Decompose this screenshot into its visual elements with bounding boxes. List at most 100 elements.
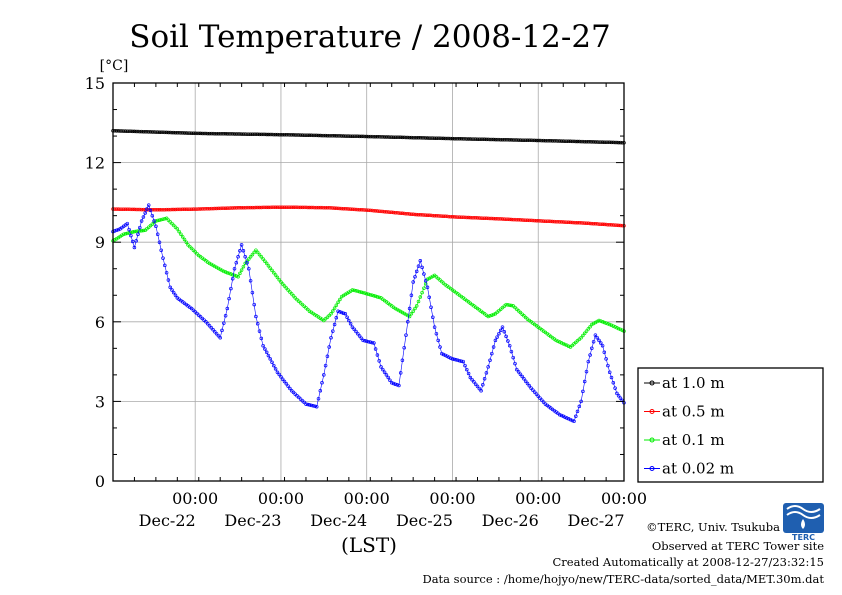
data-point xyxy=(325,205,330,210)
data-point xyxy=(195,207,199,211)
data-point xyxy=(611,324,616,328)
data-point xyxy=(607,223,612,227)
data-point xyxy=(243,255,247,259)
data-point xyxy=(193,131,197,136)
data-point xyxy=(170,207,174,212)
data-point xyxy=(486,137,490,142)
data-point xyxy=(309,205,314,210)
data-point xyxy=(155,130,160,134)
data-point xyxy=(386,135,390,139)
data-point xyxy=(259,132,264,137)
data-point xyxy=(250,132,255,136)
y-tick-label: 3 xyxy=(95,392,105,411)
data-point xyxy=(188,244,192,249)
data-point xyxy=(557,220,562,224)
data-point xyxy=(134,129,138,134)
data-point xyxy=(238,271,242,276)
data-point xyxy=(606,140,610,145)
data-point xyxy=(504,217,508,221)
data-point xyxy=(527,138,532,143)
data-point xyxy=(523,138,528,142)
data-point xyxy=(261,132,265,137)
x-tick-time: 00:00 xyxy=(429,489,475,508)
data-point xyxy=(236,132,240,136)
data-point xyxy=(432,136,437,140)
data-point xyxy=(218,267,222,272)
data-point xyxy=(479,137,483,142)
data-point xyxy=(452,136,457,141)
data-point xyxy=(397,211,401,215)
data-point xyxy=(323,363,328,368)
data-point xyxy=(229,286,233,291)
data-point xyxy=(168,285,172,290)
data-point xyxy=(234,206,239,210)
data-point xyxy=(282,132,287,137)
data-point xyxy=(132,129,137,134)
data-point xyxy=(575,220,580,225)
data-point xyxy=(579,139,583,144)
data-point xyxy=(284,205,289,209)
data-point xyxy=(529,138,533,143)
data-point xyxy=(347,318,351,323)
data-point xyxy=(204,207,208,211)
data-point xyxy=(616,394,621,398)
data-point xyxy=(255,322,260,326)
data-point xyxy=(207,261,212,266)
data-point xyxy=(220,268,224,273)
data-point xyxy=(154,224,158,229)
data-point xyxy=(286,133,290,137)
data-point xyxy=(204,131,208,136)
data-point xyxy=(163,217,167,221)
data-point xyxy=(309,133,314,138)
data-point xyxy=(359,134,364,139)
data-point xyxy=(232,266,237,271)
data-point xyxy=(307,133,312,138)
data-point xyxy=(279,132,283,137)
data-point xyxy=(129,207,133,212)
data-point xyxy=(468,375,473,380)
data-point xyxy=(431,315,435,319)
data-point xyxy=(604,321,608,325)
data-point xyxy=(356,331,360,336)
data-point xyxy=(123,129,128,133)
data-point xyxy=(484,371,489,375)
data-point xyxy=(556,339,560,343)
data-point xyxy=(175,131,180,135)
data-point xyxy=(180,235,185,239)
data-point xyxy=(373,347,378,351)
data-point xyxy=(595,335,599,340)
observed-site-text: Observed at TERC Tower site xyxy=(652,539,824,553)
data-point xyxy=(473,216,478,220)
data-point xyxy=(166,130,171,135)
data-point xyxy=(504,138,508,142)
data-point xyxy=(157,218,162,222)
data-point xyxy=(154,130,158,134)
data-point xyxy=(523,218,528,222)
data-point xyxy=(350,325,355,329)
data-point xyxy=(463,363,467,368)
data-point xyxy=(595,319,599,324)
data-point xyxy=(227,296,231,301)
data-point xyxy=(280,377,285,381)
data-point xyxy=(275,205,280,210)
data-point xyxy=(536,219,540,223)
data-point xyxy=(197,207,201,211)
data-point xyxy=(407,306,412,311)
data-point xyxy=(404,135,408,140)
data-point xyxy=(584,369,589,374)
data-point xyxy=(522,377,526,381)
data-point xyxy=(252,205,256,210)
data-point xyxy=(416,264,421,268)
data-point xyxy=(329,206,333,210)
data-point xyxy=(493,216,498,221)
data-point xyxy=(616,223,621,228)
data-point xyxy=(177,207,181,212)
data-point xyxy=(507,303,512,307)
data-point xyxy=(438,345,442,349)
data-point xyxy=(247,132,251,136)
data-point xyxy=(318,205,323,210)
data-point xyxy=(520,138,524,142)
x-tick-time: 00:00 xyxy=(172,489,218,508)
data-point xyxy=(566,139,571,144)
data-point xyxy=(547,219,551,224)
